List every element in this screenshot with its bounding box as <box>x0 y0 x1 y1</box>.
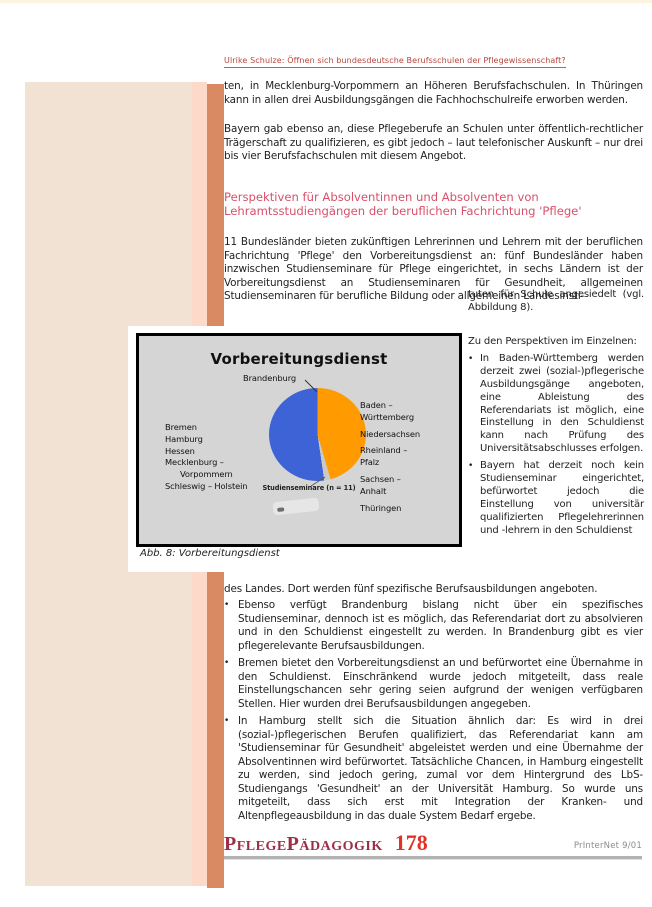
intro-paragraph: 11 Bundesländer bieten zukünftigen Lehre… <box>224 236 643 303</box>
bullet-text: In Hamburg stellt sich die Situation ähn… <box>238 715 643 822</box>
running-header: Ulrike Schulze: Öffnen sich bundesdeutsc… <box>224 56 566 68</box>
pie-label-brandenburg: Brandenburg <box>243 373 297 383</box>
bullet-text: Ebenso verfügt Brandenburg bislang nicht… <box>238 599 643 652</box>
bullet-item-bremen: • Bremen bietet den Vorbereitungsdienst … <box>224 657 643 711</box>
page-number: 178 <box>394 830 428 855</box>
label-line: Sachsen – <box>360 473 401 484</box>
pie-label-baden-wuerttemberg: Baden – Württemberg <box>360 400 456 424</box>
label-line: Anhalt <box>360 485 387 496</box>
chart-title: Vorbereitungsdienst <box>210 350 388 368</box>
bullet-list: • Ebenso verfügt Brandenburg bislang nic… <box>224 599 643 827</box>
journal-name: PflegePädagogik <box>224 833 383 855</box>
label-line: Rheinland – <box>360 445 408 456</box>
bullet-item-hamburg: • In Hamburg stellt sich die Situation ä… <box>224 715 643 823</box>
bullet-text: In Baden-Württemberg werden derzeit zwei… <box>480 352 644 455</box>
pie-right-labels: Baden – Württemberg Niedersachsen Rheinl… <box>360 400 456 519</box>
pie-label-schleswig-holstein: Schleswig – Holstein <box>165 480 248 491</box>
section-heading-line2: Lehramtsstudiengängen der beruflichen Fa… <box>224 203 582 218</box>
label-line: Baden – <box>360 400 393 410</box>
pie-label-hamburg: Hamburg <box>165 433 203 444</box>
label-line: Pfalz <box>360 457 380 468</box>
bullet-text: Bremen bietet den Vorbereitungsdienst an… <box>238 657 643 710</box>
bullet-item-brandenburg: • Ebenso verfügt Brandenburg bislang nic… <box>224 599 643 653</box>
paragraph-bayern: Bayern gab ebenso an, diese Pflegeberufe… <box>224 123 643 163</box>
chart-frame: Vorbereitungsdienst Brandenburg Bremen H… <box>136 333 462 547</box>
right-column: Zu den Perspektiven im Einzelnen: • In B… <box>468 336 644 538</box>
bullet-icon: • <box>224 600 230 610</box>
label-line: Thüringen <box>360 502 402 513</box>
continuation-line: des Landes. Dort werden fünf spezifische… <box>224 583 598 595</box>
illegible-mark-dot <box>277 507 285 512</box>
section-heading: Perspektiven für Absolventinnen und Abso… <box>224 190 643 218</box>
bullet-icon: • <box>468 461 474 472</box>
paragraph-continuation: ten, in Mecklenburg-Vorpommern an Höhere… <box>224 80 643 106</box>
pie-label-bremen: Bremen <box>165 422 197 432</box>
pie-note: Studienseminare (n = 11) <box>262 484 356 492</box>
pie-label-sachsen-anhalt: Sachsen – Anhalt <box>360 474 456 498</box>
pie-label-rheinland-pfalz: Rheinland – Pfalz <box>360 445 456 469</box>
bullet-icon: • <box>224 716 230 726</box>
issue-label: PrInterNet 9/01 <box>573 841 642 851</box>
bullet-icon: • <box>468 353 474 364</box>
section-heading-line1: Perspektiven für Absolventinnen und Abso… <box>224 190 539 204</box>
bullet-bayern: • Bayern hat derzeit noch kein Studiense… <box>468 460 644 537</box>
label-line: Württemberg <box>360 411 415 422</box>
pie <box>269 388 366 481</box>
intro-wrap-text: tuten für Schule angesiedelt (vgl. Abbil… <box>468 289 644 313</box>
pie-label-vorpommern: Vorpommern <box>180 469 233 480</box>
pie-left-labels: Bremen Hamburg Hessen Mecklenburg – Vorp… <box>165 422 277 493</box>
right-column-lead: Zu den Perspektiven im Einzelnen: <box>468 336 637 347</box>
pie-label-hessen: Hessen <box>165 445 195 456</box>
figure-caption: Abb. 8: Vorbereitungsdienst <box>140 548 280 559</box>
top-accent-bar <box>0 0 652 3</box>
bullet-text: Bayern hat derzeit noch kein Studiensemi… <box>480 460 644 536</box>
illegible-mark <box>272 497 320 516</box>
footer-rule <box>224 856 642 859</box>
pie-label-mecklenburg: Mecklenburg – <box>165 457 224 468</box>
footer: PflegePädagogik 178 <box>224 830 642 860</box>
figure-panel: Vorbereitungsdienst Brandenburg Bremen H… <box>128 326 465 572</box>
bullet-baden-wuerttemberg: • In Baden-Württemberg werden derzeit zw… <box>468 353 644 456</box>
label-line: Niedersachsen <box>360 428 421 439</box>
bullet-icon: • <box>224 658 230 668</box>
pie-label-niedersachsen: Niedersachsen <box>360 429 456 441</box>
pie-label-thueringen: Thüringen <box>360 503 456 515</box>
